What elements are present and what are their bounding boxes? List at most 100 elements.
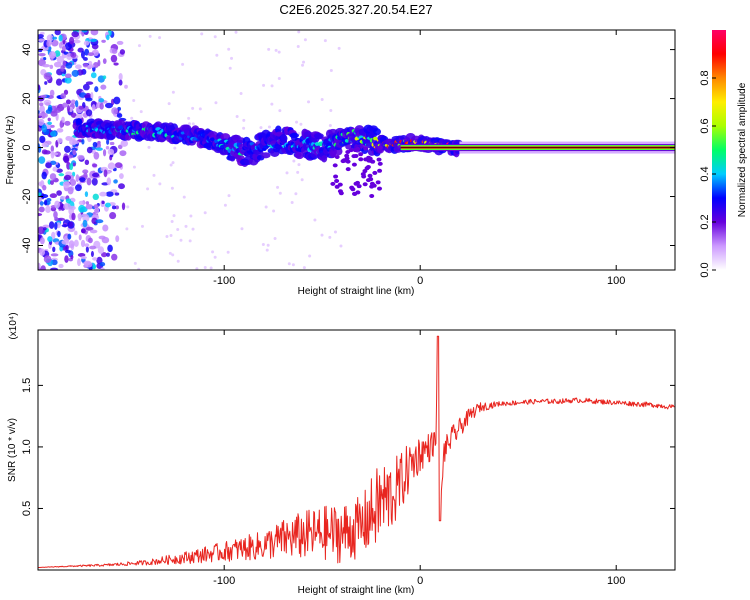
heatmap-band-cell — [294, 151, 304, 160]
heatmap-noise-cell — [133, 261, 137, 265]
heatmap-noise-cell — [72, 149, 77, 156]
heatmap-noise-cell — [101, 200, 105, 205]
heatmap-noise-cell — [54, 221, 58, 230]
heatmap-noise-cell — [209, 266, 213, 270]
heatmap-band-cell — [334, 184, 340, 189]
heatmap-noise-cell — [82, 83, 90, 91]
heatmap-noise-cell — [64, 73, 72, 79]
heatmap-noise-cell — [277, 50, 281, 54]
heatmap-noise-cell — [114, 162, 123, 169]
heatmap-noise-cell — [80, 239, 86, 248]
heatmap-noise-cell — [62, 102, 68, 108]
heatmap-noise-cell — [78, 105, 84, 110]
heatmap-noise-cell — [80, 255, 87, 260]
heatmap-noise-cell — [43, 255, 52, 264]
heatmap-noise-cell — [45, 205, 51, 214]
heatmap-band-cell — [361, 174, 367, 179]
heatmap-noise-cell — [102, 58, 107, 64]
heatmap-ytick-label: -40 — [21, 238, 33, 254]
heatmap-noise-cell — [101, 39, 106, 43]
heatmap-noise-cell — [50, 145, 55, 153]
heatmap-noise-cell — [211, 250, 215, 254]
heatmap-noise-cell — [43, 56, 47, 61]
heatmap-noise-cell — [68, 240, 75, 249]
heatmap-noise-cell — [169, 234, 173, 238]
heatmap-noise-cell — [105, 145, 110, 150]
colorbar-tick-label: 0.6 — [699, 118, 711, 133]
heatmap-core-cell — [318, 141, 324, 147]
heatmap-noise-cell — [297, 30, 301, 34]
heatmap-noise-cell — [299, 122, 303, 126]
heatmap-noise-cell — [111, 253, 118, 261]
heatmap-noise-cell — [56, 55, 64, 64]
heatmap-noise-cell — [223, 203, 227, 207]
heatmap-band-cell — [352, 191, 358, 196]
heatmap-noise-cell — [71, 212, 76, 221]
heatmap-noise-cell — [44, 81, 48, 85]
heatmap-noise-cell — [99, 191, 107, 197]
heatmap-band-cell — [355, 180, 361, 185]
heatmap-noise-cell — [104, 202, 111, 208]
colorbar-tick-label: 0.2 — [699, 214, 711, 229]
heatmap-noise-cell — [93, 204, 99, 209]
heatmap-noise-cell — [329, 69, 333, 73]
heatmap-noise-cell — [195, 267, 199, 270]
heatmap-noise-cell — [333, 230, 337, 234]
heatmap-noise-cell — [65, 198, 72, 204]
heatmap-noise-cell — [147, 145, 151, 149]
snr-frame — [37, 329, 676, 571]
heatmap-noise-cell — [71, 69, 79, 77]
heatmap-noise-cell — [93, 151, 100, 160]
heatmap-noise-cell — [278, 109, 282, 113]
heatmap-noise-cell — [65, 171, 73, 176]
heatmap-noise-cell — [170, 186, 174, 190]
heatmap-noise-cell — [213, 255, 217, 259]
heatmap-noise-cell — [242, 126, 246, 130]
heatmap-ytick-label: 0 — [21, 144, 33, 150]
heatmap-noise-cell — [75, 174, 80, 183]
heatmap-band-cell — [280, 133, 287, 143]
heatmap-noise-cell — [320, 97, 324, 101]
colorbar-ticks: 0.0 0.2 0.4 0.6 0.8 — [699, 70, 716, 278]
heatmap-noise-cell — [300, 178, 304, 182]
heatmap-noise-cell — [85, 97, 93, 102]
heatmap-noise-cell — [59, 196, 67, 200]
heatmap-noise-cell — [63, 203, 71, 210]
heatmap-noise-cell — [111, 205, 117, 210]
heatmap-noise-cell — [78, 234, 82, 241]
heatmap-noise-cell — [61, 239, 69, 245]
heatmap-band-cell — [345, 167, 351, 172]
heatmap-noise-cell — [179, 238, 183, 242]
heatmap-noise-cell — [75, 115, 83, 119]
heatmap-band-cell — [321, 155, 328, 163]
heatmap-noise-cell — [63, 89, 69, 95]
heatmap-band-cell — [377, 168, 383, 173]
heatmap-ytick-label: 40 — [21, 43, 33, 55]
heatmap-noise-cell — [38, 34, 44, 38]
heatmap-noise-cell — [85, 204, 94, 210]
heatmap-band-cell — [337, 189, 343, 194]
heatmap-noise-cell — [49, 130, 57, 137]
heatmap-noise-cell — [56, 190, 62, 196]
heatmap-noise-cell — [295, 120, 299, 124]
heatmap-noise-cell — [170, 219, 174, 223]
heatmap-noise-cell — [292, 159, 296, 163]
heatmap-noise-cell — [320, 233, 324, 237]
heatmap-noise-cell — [65, 136, 72, 141]
heatmap-y-ticks: -40 -20 0 20 40 — [21, 43, 675, 253]
heatmap-noise-cell — [115, 235, 120, 243]
heatmap-noise-cell — [102, 149, 107, 157]
heatmap-noise-cell — [176, 259, 180, 263]
heatmap-band-cell — [330, 181, 336, 186]
heatmap-noise-cell — [95, 219, 104, 224]
heatmap-noise-cell — [301, 63, 305, 67]
heatmap-noise-cell — [71, 31, 80, 38]
heatmap-noise-cell — [50, 160, 57, 166]
heatmap-noise-cell — [75, 100, 79, 108]
heatmap-noise-cell — [101, 236, 110, 244]
heatmap-noise-cell — [48, 51, 57, 59]
heatmap-noise-cell — [90, 250, 94, 258]
heatmap-noise-cell — [119, 49, 126, 55]
heatmap-noise-cell — [240, 227, 244, 231]
heatmap-noise-cell — [113, 62, 119, 66]
